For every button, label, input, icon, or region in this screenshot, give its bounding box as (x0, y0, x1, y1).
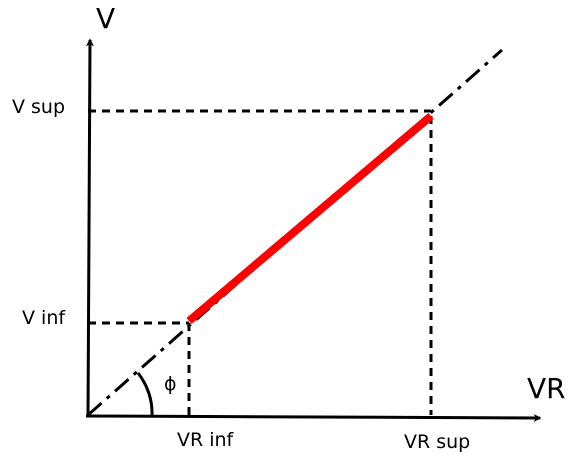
v-sup-label: V sup (12, 96, 65, 118)
operating-segment (186, 112, 434, 325)
y-axis (85, 38, 94, 418)
x-axis (85, 413, 542, 422)
y-axis-label: V (96, 2, 115, 35)
vr-sup-label: VR sup (404, 431, 470, 453)
angle-arc (136, 372, 154, 417)
v-inf-label: V inf (22, 307, 66, 329)
x-axis-label: VR (527, 372, 566, 405)
angle-label: ϕ (164, 373, 177, 395)
trend-line (87, 48, 503, 417)
guides (88, 109, 433, 415)
vr-inf-label: VR inf (177, 429, 235, 451)
